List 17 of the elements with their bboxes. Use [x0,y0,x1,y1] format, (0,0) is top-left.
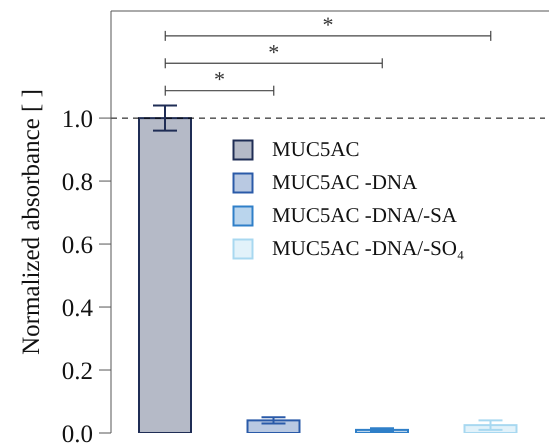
y-tick-label: 1.0 [62,106,93,133]
y-tick-label: 0.4 [62,294,94,322]
annotation: * [322,12,334,37]
y-tick-label: 0.6 [62,232,93,259]
annotation: * [268,39,280,64]
legend-label: MUC5AC [272,137,360,162]
legend-label: MUC5AC -DNA [272,170,418,195]
significance-bracket: * [164,39,383,68]
y-tick-label: 0.2 [62,358,93,385]
significance-bracket: * [164,66,274,96]
y-tick-label: 0.8 [62,168,93,196]
annotation: * [214,66,225,92]
legend-label: MUC5AC -DNA/-SO₄ [272,236,464,261]
significance-bracket: * [164,12,492,41]
legend-label: MUC5AC -DNA/-SA [272,203,457,228]
y-axis-title: Normalized absorbance [ ] [18,89,45,355]
y-tick-label: 0.0 [62,420,93,447]
